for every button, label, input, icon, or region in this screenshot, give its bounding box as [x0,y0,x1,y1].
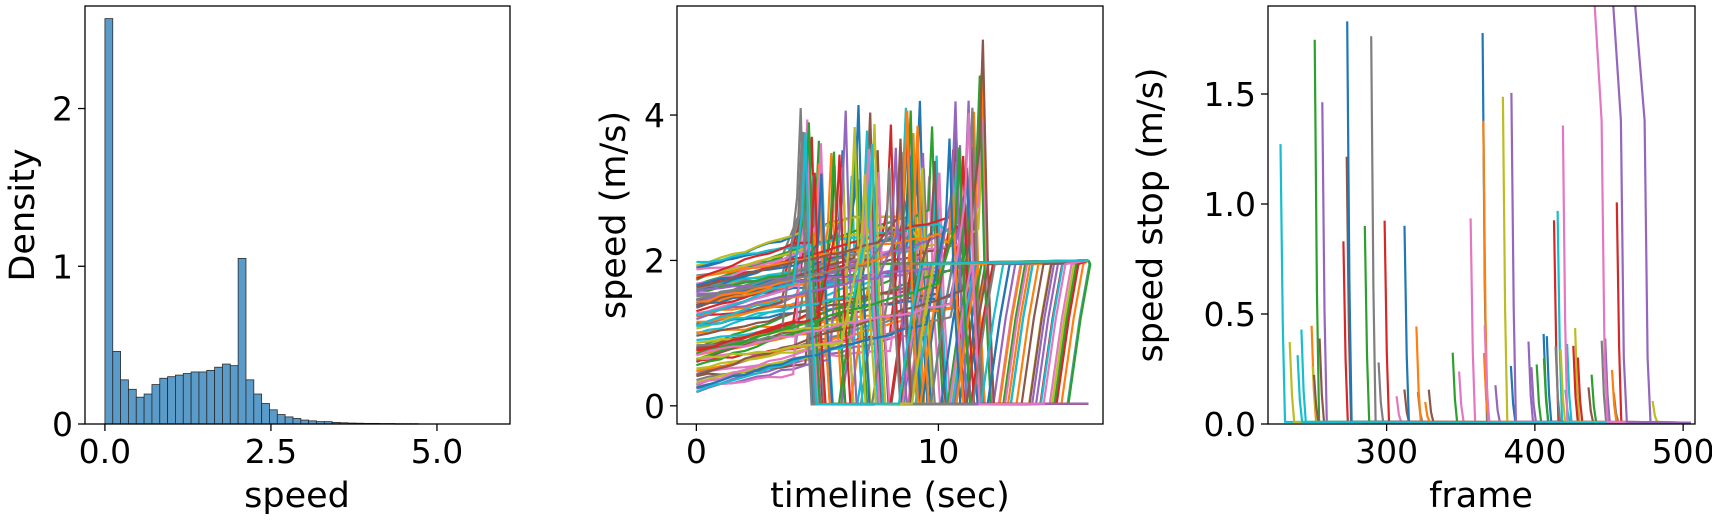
y-tick-label-2-0: 0.0 [1204,405,1256,444]
y-tick-label-1-2: 4 [644,96,665,135]
histogram-bar [159,377,169,425]
speed-stop-curve [1530,367,1691,424]
histogram-bar [112,351,121,425]
speed-stop-curve [1345,156,1691,424]
speed-trajectory [696,151,1089,406]
speed-stop-curve [1363,225,1691,424]
histogram-bar [104,18,114,425]
speed-stop-curve [1346,21,1691,424]
speed-stop-curve [1634,6,1691,424]
speed-stop-panel: 300 400 500 0.0 0.5 1.0 1.5 frame speed stop (… [1131,5,1712,516]
histogram-bar [214,366,223,425]
speed-stop-curve [1651,400,1691,424]
histogram-bars [104,18,419,425]
speed-stop-curve [1395,396,1691,424]
histogram-bar [175,374,184,425]
speed-trajectory [696,112,1089,406]
histogram-bar [182,373,192,425]
xlabel-1: speed [244,476,350,516]
xlabel-3: frame [1429,476,1533,516]
speed-stop-curve [1342,241,1691,424]
x-tick-label-2-1: 400 [1503,432,1566,471]
axes-frame-3 [1267,5,1696,425]
axis-ticks-1: 0.0 2.5 5.0 0 1 2 [52,90,463,471]
speed-trajectory [696,147,1092,406]
speed-stop-curve [1564,389,1691,424]
speed-trajectories [695,39,1092,406]
histogram-bar [198,371,208,425]
ylabel-1: Density [3,148,43,281]
histogram-bar [292,418,302,425]
histogram-bar [261,403,270,425]
y-tick-label-2-1: 0.5 [1204,295,1256,334]
axis-ticks-3: 300 400 500 0.0 0.5 1.0 1.5 [1204,75,1712,471]
histogram-bar [167,376,176,425]
speed-trajectory [696,154,1089,406]
y-tick-label-2-2: 1.0 [1204,185,1256,224]
speed-stop-curves [1279,6,1691,424]
y-tick-label-0-2: 2 [52,90,73,129]
x-tick-label-2-0: 300 [1355,432,1418,471]
x-tick-label-0-0: 0.0 [79,432,131,471]
histogram-bar [120,379,129,425]
axis-ticks-2: 0 10 0 2 4 [644,96,959,471]
histogram-bar [284,416,294,425]
x-tick-label-0-2: 5.0 [411,432,463,471]
speed-stop-curve [1300,329,1691,424]
axes-frame-2 [676,5,1104,425]
speed-stop-curve [1615,202,1691,424]
histogram-bar [135,396,145,425]
speed-stop-curve [1566,343,1691,424]
speed-stop-curve [1296,355,1691,424]
speed-trajectory [696,173,1089,406]
ylabel-3: speed stop (m/s) [1131,67,1171,362]
density-histogram-panel: 0.0 2.5 5.0 0 1 2 speed Density [3,5,511,516]
x-tick-label-2-2: 500 [1652,432,1712,471]
speed-trajectory [696,167,1089,406]
histogram-bar [190,371,200,425]
x-tick-label-0-1: 2.5 [245,432,297,471]
speed-trajectory [696,119,1089,406]
histogram-bar [206,369,216,425]
histogram-bar [237,257,247,425]
speed-timeline-panel: 0 10 0 2 4 timeline (sec) speed (m/s) [594,5,1104,516]
speed-trajectory [696,126,1089,406]
histogram-bar [276,414,286,425]
speed-trajectory [696,108,1089,406]
axes-frame-1 [84,5,511,425]
x-tick-label-1-0: 0 [686,432,707,471]
speed-trajectory [696,101,1089,406]
y-tick-label-0-1: 1 [52,247,73,286]
speed-stop-curve [1561,125,1691,424]
speed-trajectory [696,138,1089,406]
ylabel-2: speed (m/s) [594,111,634,319]
speed-stop-curve [1312,374,1691,424]
histogram-bar [128,388,137,425]
histogram-bar [143,393,153,425]
histogram-bar [222,363,231,425]
histogram-bar [229,365,239,425]
xlabel-2: timeline (sec) [770,476,1010,516]
histogram-bar [253,393,263,425]
speed-trajectory [696,132,1089,406]
y-tick-label-0-0: 0 [52,405,73,444]
y-tick-label-1-1: 2 [644,241,665,280]
y-tick-label-1-0: 0 [644,387,665,426]
histogram-bar [151,384,161,425]
y-tick-label-2-3: 1.5 [1204,75,1256,114]
x-tick-label-1-1: 10 [917,432,959,471]
histogram-bar [269,409,278,425]
speed-stop-curve [1612,6,1691,424]
histogram-bar [245,379,255,425]
